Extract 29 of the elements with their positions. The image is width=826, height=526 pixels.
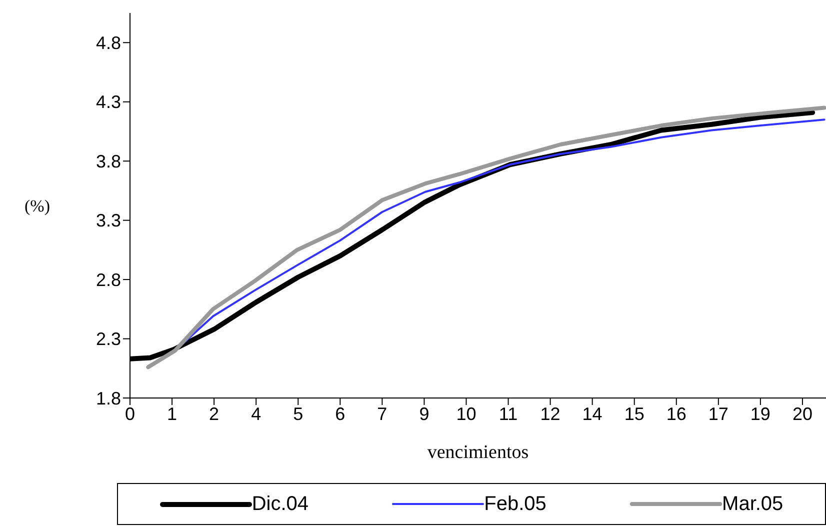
x-tick-label: 1	[167, 404, 178, 424]
legend-label: Feb.05	[484, 492, 546, 516]
legend-label: Mar.05	[722, 492, 784, 516]
y-tick-label: 2.3	[96, 329, 121, 350]
y-tick-label: 4.3	[96, 92, 121, 112]
y-axis-title: (%)	[24, 196, 50, 216]
x-tick-label: 2	[209, 404, 220, 424]
x-tick-label: 7	[377, 404, 388, 424]
x-tick-label: 0	[124, 404, 136, 424]
x-tick-label: 5	[293, 404, 304, 424]
x-tick-label: 4	[251, 404, 262, 424]
x-tick-label: 6	[335, 404, 346, 424]
x-axis-title: vencimientos	[427, 442, 529, 463]
x-tick-label: 17	[708, 404, 728, 424]
x-tick-label: 20	[792, 404, 812, 424]
y-tick-label: 3.8	[96, 151, 121, 172]
x-tick-label: 16	[666, 404, 686, 424]
x-tick-label: 9	[419, 404, 430, 424]
y-tick-label: 2.8	[96, 270, 121, 290]
y-tick-label: 3.3	[96, 210, 121, 231]
x-tick-label: 10	[456, 404, 476, 424]
y-tick-label: 4.8	[96, 33, 121, 54]
x-tick-label: 12	[540, 404, 560, 424]
x-tick-label: 19	[750, 404, 770, 424]
legend-label: Dic.04	[252, 492, 309, 516]
x-tick-label: 11	[498, 404, 518, 424]
y-tick-label: 1.8	[96, 388, 121, 408]
x-tick-label: 15	[624, 404, 644, 424]
x-tick-label: 14	[582, 404, 602, 424]
